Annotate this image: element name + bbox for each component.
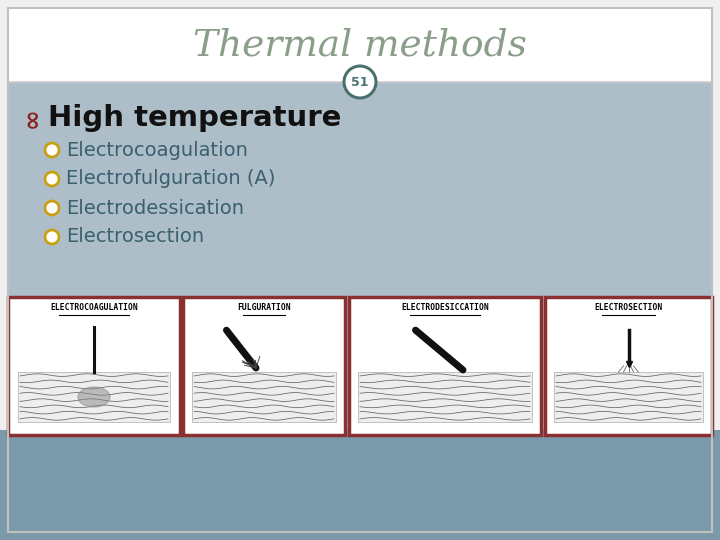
Bar bbox=[183, 297, 345, 435]
Circle shape bbox=[344, 66, 376, 98]
Bar bbox=[8, 297, 180, 435]
Circle shape bbox=[45, 230, 59, 244]
Bar bbox=[8, 297, 180, 435]
Polygon shape bbox=[78, 387, 110, 407]
Text: ∞: ∞ bbox=[20, 107, 44, 129]
Bar bbox=[192, 372, 336, 422]
Bar bbox=[18, 372, 170, 422]
Text: Electrocoagulation: Electrocoagulation bbox=[66, 140, 248, 159]
Circle shape bbox=[45, 201, 59, 215]
Bar bbox=[358, 372, 532, 422]
Text: 51: 51 bbox=[351, 76, 369, 89]
Circle shape bbox=[45, 143, 59, 157]
Text: FULGURATION: FULGURATION bbox=[237, 303, 291, 312]
Bar bbox=[183, 297, 345, 435]
Text: ELECTROSECTION: ELECTROSECTION bbox=[595, 303, 662, 312]
Text: ELECTRODESICCATION: ELECTRODESICCATION bbox=[401, 303, 489, 312]
Text: Electrofulguration (A): Electrofulguration (A) bbox=[66, 170, 275, 188]
Circle shape bbox=[45, 172, 59, 186]
Bar bbox=[349, 297, 541, 435]
Bar bbox=[8, 82, 712, 437]
Bar bbox=[349, 297, 541, 435]
Text: Thermal methods: Thermal methods bbox=[193, 28, 527, 64]
Bar bbox=[545, 297, 712, 435]
Bar bbox=[554, 372, 703, 422]
Text: ELECTROCOAGULATION: ELECTROCOAGULATION bbox=[50, 303, 138, 312]
Text: Electrosection: Electrosection bbox=[66, 227, 204, 246]
Bar bbox=[545, 297, 712, 435]
Text: High temperature: High temperature bbox=[48, 104, 341, 132]
Bar bbox=[0, 430, 720, 540]
Text: Electrodessication: Electrodessication bbox=[66, 199, 244, 218]
